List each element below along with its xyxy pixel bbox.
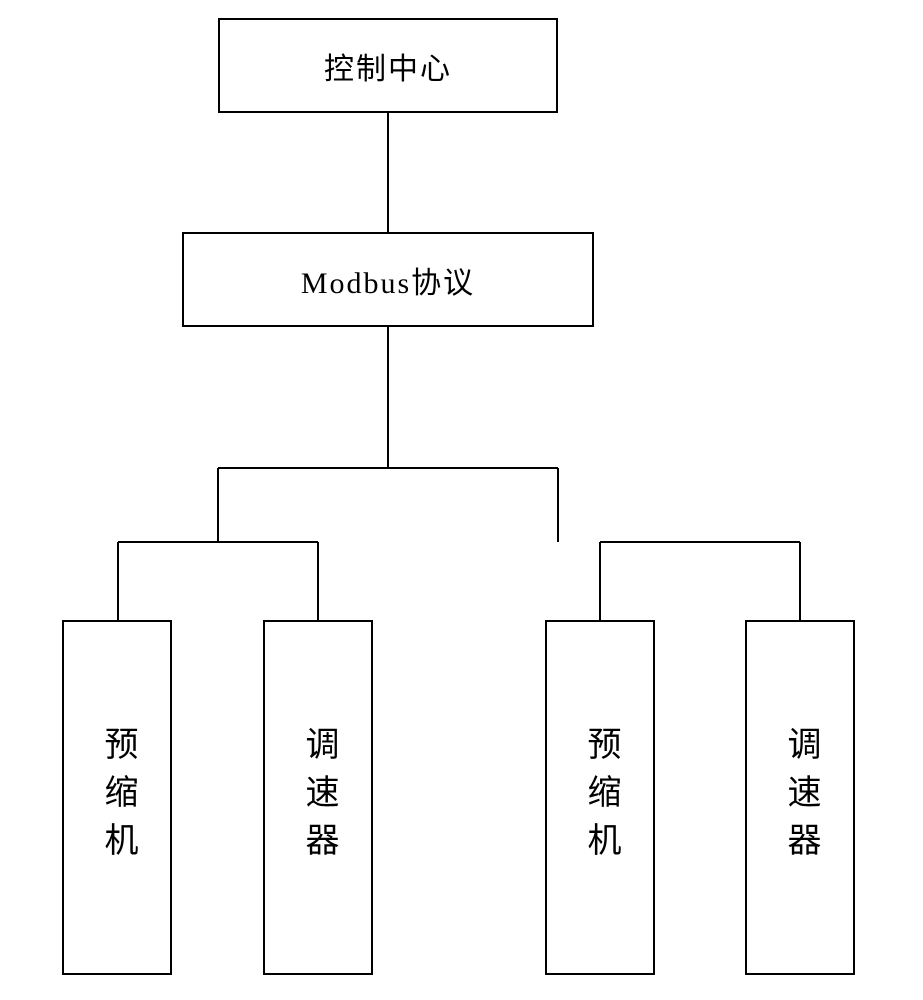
node-precompressor-1: 预缩机	[62, 620, 172, 975]
node-control-center-label: 控制中心	[324, 44, 452, 88]
node-precompressor-1-label: 预缩机	[100, 726, 134, 870]
node-governor-2-label: 调速器	[783, 726, 817, 870]
node-modbus-protocol: Modbus协议	[182, 232, 594, 327]
node-modbus-protocol-label: Modbus协议	[301, 258, 475, 302]
node-governor-1: 调速器	[263, 620, 373, 975]
node-governor-1-label: 调速器	[301, 726, 335, 870]
node-precompressor-2-label: 预缩机	[583, 726, 617, 870]
node-control-center: 控制中心	[218, 18, 558, 113]
diagram-canvas: 控制中心 Modbus协议 预缩机 调速器 预缩机 调速器	[0, 0, 923, 1000]
node-precompressor-2: 预缩机	[545, 620, 655, 975]
node-governor-2: 调速器	[745, 620, 855, 975]
